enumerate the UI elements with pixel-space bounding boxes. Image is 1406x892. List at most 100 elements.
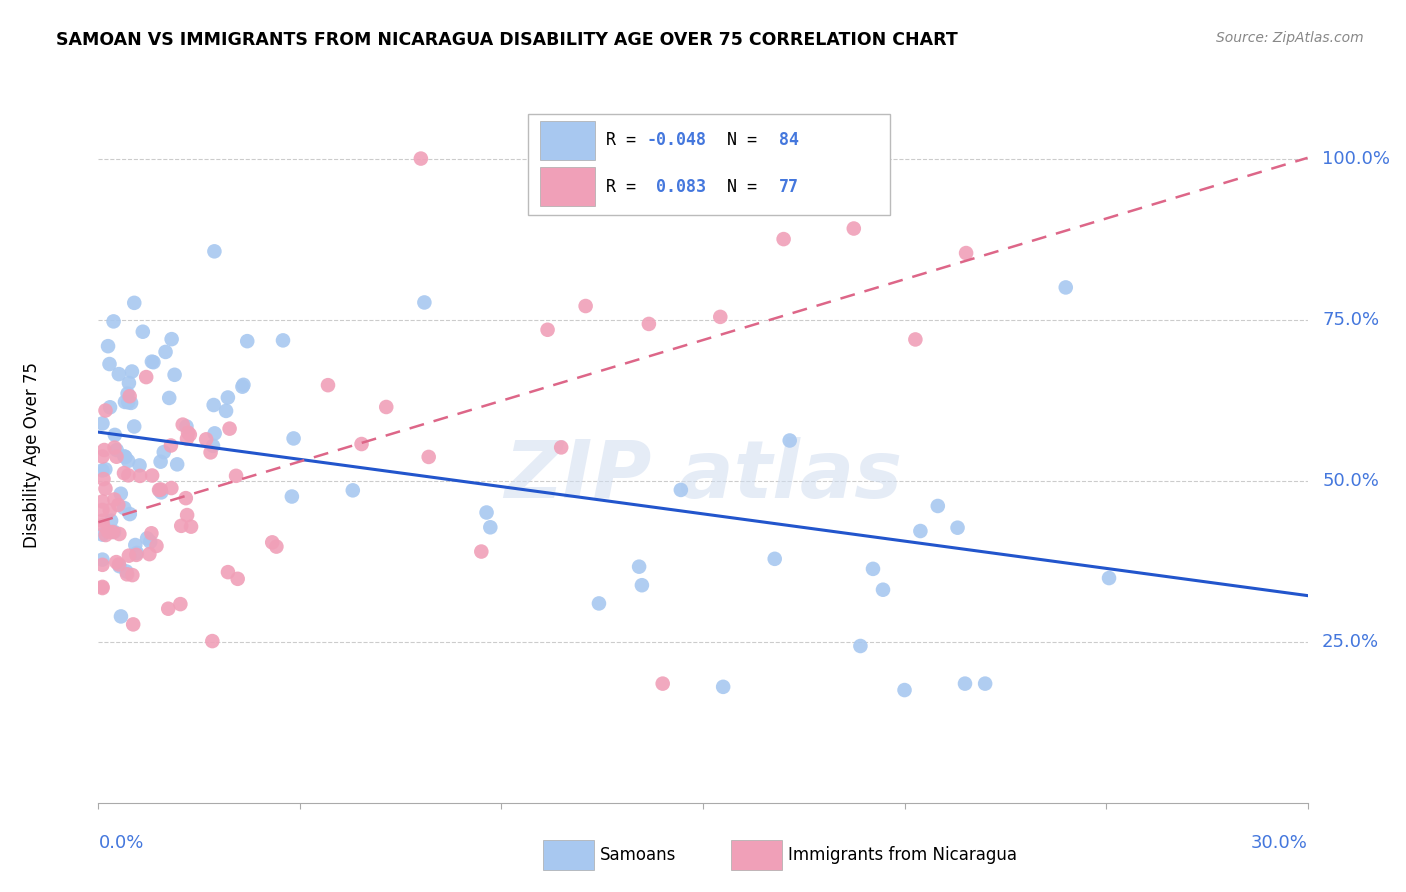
Point [135,370,157,384]
Point [107,498,129,512]
Point [893,683,915,698]
Point [202,398,225,412]
Text: 30.0%: 30.0% [1251,834,1308,852]
Point [121,568,143,582]
Point [132,325,155,339]
Point [124,538,146,552]
Point [350,437,373,451]
Point [115,567,138,582]
Point [413,295,436,310]
FancyBboxPatch shape [527,114,890,215]
Point [91,552,114,566]
Text: 77: 77 [779,178,799,195]
Point [904,333,927,347]
Point [201,439,224,453]
Point [94,403,117,417]
Point [375,400,398,414]
Point [470,544,492,558]
Point [149,483,172,498]
FancyBboxPatch shape [731,839,782,871]
Point [174,491,197,505]
Point [91,558,114,572]
Point [118,389,141,403]
Point [91,580,114,594]
Point [103,524,125,539]
Point [118,549,141,563]
Point [98,503,121,517]
Point [176,508,198,522]
Point [100,514,122,528]
Point [160,438,183,452]
Point [172,417,194,432]
Point [125,548,148,562]
Point [180,519,202,533]
Point [862,562,884,576]
Point [772,232,794,246]
Point [128,458,150,473]
Point [141,354,163,368]
Point [709,310,731,324]
Point [669,483,692,497]
Point [283,432,305,446]
Point [121,364,143,378]
Point [262,535,284,549]
Point [138,547,160,561]
Point [91,581,114,595]
FancyBboxPatch shape [543,839,595,871]
Point [651,676,673,690]
Text: SAMOAN VS IMMIGRANTS FROM NICARAGUA DISABILITY AGE OVER 75 CORRELATION CHART: SAMOAN VS IMMIGRANTS FROM NICARAGUA DISA… [56,31,957,49]
Point [142,355,165,369]
FancyBboxPatch shape [540,167,595,206]
Point [148,483,170,497]
Point [117,386,139,401]
Point [103,441,125,455]
Point [122,617,145,632]
Point [94,462,117,476]
Point [150,485,173,500]
Point [117,468,139,483]
Text: 100.0%: 100.0% [1322,150,1391,168]
Point [105,555,128,569]
Point [103,314,125,328]
Text: Samoans: Samoans [600,846,676,864]
Point [266,540,288,554]
Point [628,559,651,574]
Point [122,296,145,310]
Point [953,676,976,690]
Point [91,463,114,477]
Point [763,551,786,566]
Point [169,597,191,611]
Point [91,503,114,517]
Point [342,483,364,498]
Point [160,481,183,495]
Point [98,401,121,415]
Point [112,466,135,480]
Point [141,526,163,541]
Point [550,441,572,455]
Point [149,483,172,497]
Point [97,339,120,353]
Point [711,680,734,694]
Text: 0.0%: 0.0% [98,834,143,852]
Point [157,391,180,405]
Point [91,518,114,533]
Text: R =: R = [606,131,647,149]
Text: 25.0%: 25.0% [1322,632,1379,651]
Point [204,244,226,259]
Point [475,506,498,520]
Point [232,377,254,392]
Point [91,450,114,464]
Point [271,334,294,348]
Text: 0.083: 0.083 [647,178,706,195]
Point [118,376,141,390]
Text: Source: ZipAtlas.com: Source: ZipAtlas.com [1216,31,1364,45]
Point [108,559,131,574]
Point [638,317,661,331]
Point [179,427,201,442]
Point [1098,571,1121,585]
Point [91,417,114,431]
Point [98,357,121,371]
Point [218,422,240,436]
Point [176,419,198,434]
Point [91,514,114,528]
